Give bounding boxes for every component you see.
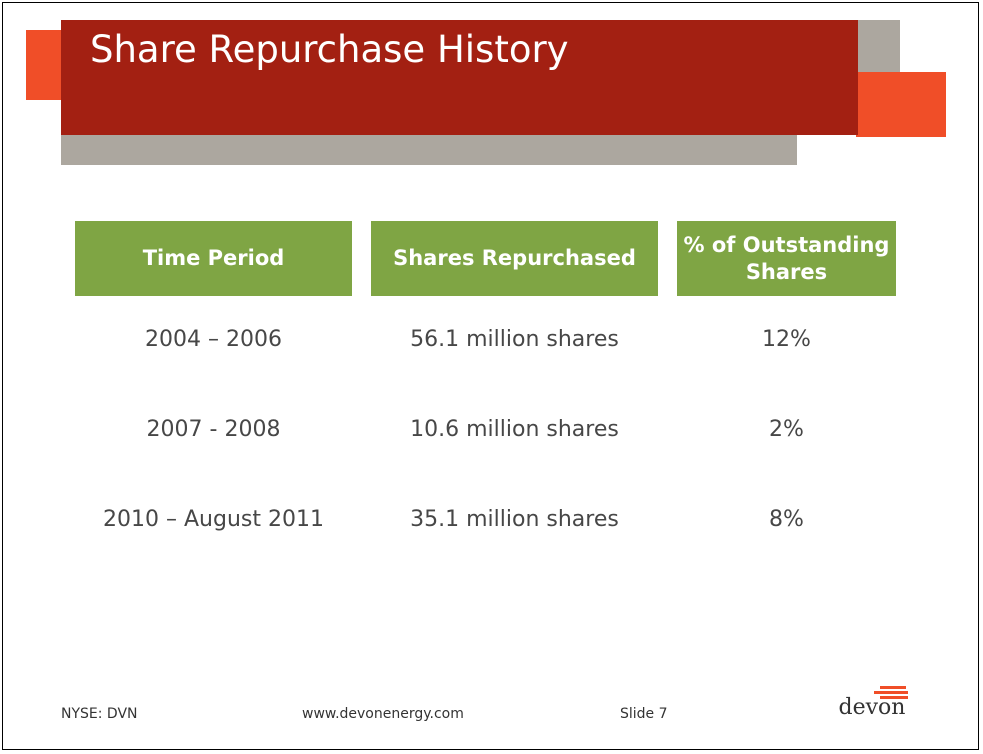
row3-time-period: 2010 – August 2011 xyxy=(103,507,324,532)
header-shares-repurchased: Shares Repurchased xyxy=(371,221,658,296)
footer-url: www.devonenergy.com xyxy=(302,706,464,722)
slide-title: Share Repurchase History xyxy=(90,28,569,71)
row3-shares: 35.1 million shares xyxy=(410,507,619,532)
footer-ticker: NYSE: DVN xyxy=(61,706,138,722)
row1-percent: 12% xyxy=(762,327,811,352)
gray-corner-accent xyxy=(858,20,900,72)
orange-left-accent xyxy=(26,30,66,100)
footer-slide-number: Slide 7 xyxy=(620,706,668,722)
header-time-period: Time Period xyxy=(75,221,352,296)
row2-percent: 2% xyxy=(769,417,804,442)
orange-right-accent xyxy=(856,72,946,137)
gray-accent-bar xyxy=(61,135,797,165)
row3-percent: 8% xyxy=(769,507,804,532)
row1-shares: 56.1 million shares xyxy=(410,327,619,352)
devon-logo-mark-icon xyxy=(874,686,908,699)
header-percent-outstanding: % of Outstanding Shares xyxy=(677,221,896,296)
devon-logo-text: devon xyxy=(838,695,906,720)
row2-time-period: 2007 - 2008 xyxy=(146,417,281,442)
devon-logo: devon xyxy=(834,685,914,725)
title-bar xyxy=(61,20,858,135)
row1-time-period: 2004 – 2006 xyxy=(145,327,282,352)
row2-shares: 10.6 million shares xyxy=(410,417,619,442)
